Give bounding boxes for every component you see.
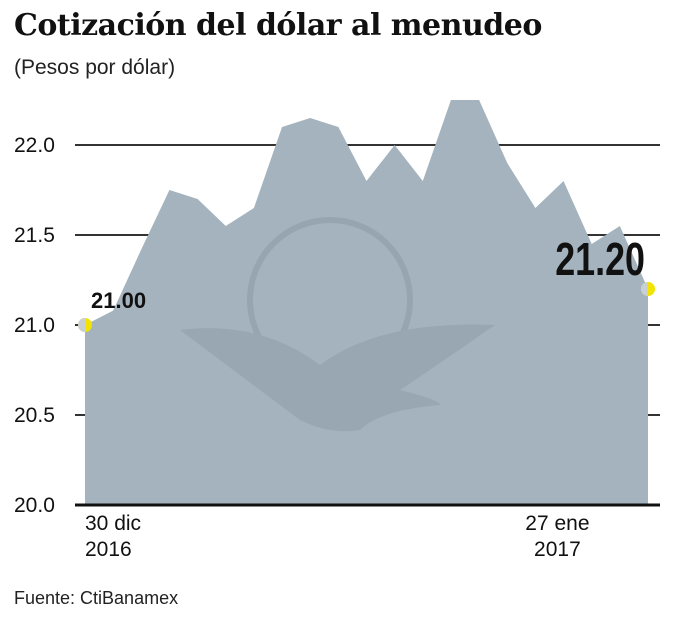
area-series — [85, 100, 648, 505]
data-point-marker-half — [641, 282, 648, 296]
y-tick-label: 21.0 — [14, 314, 55, 337]
data-point-marker-half — [78, 318, 85, 332]
source-note: Fuente: CtiBanamex — [14, 588, 179, 608]
x-tick-label: 2016 — [85, 538, 132, 561]
y-tick-label: 20.5 — [14, 404, 55, 427]
y-tick-label: 21.5 — [14, 224, 55, 247]
y-tick-label: 20.0 — [14, 494, 55, 517]
chart-title: Cotización del dólar al menudeo — [14, 8, 542, 43]
data-label: 21.00 — [91, 288, 146, 313]
y-tick-label: 22.0 — [14, 134, 55, 157]
x-tick-label: 2017 — [534, 538, 581, 561]
x-tick-label: 27 ene — [525, 512, 589, 535]
chart-subtitle: (Pesos por dólar) — [14, 56, 176, 79]
data-label: 21.20 — [555, 234, 645, 285]
x-tick-label: 30 dic — [85, 512, 141, 535]
watermark-eagle-icon — [180, 324, 495, 432]
